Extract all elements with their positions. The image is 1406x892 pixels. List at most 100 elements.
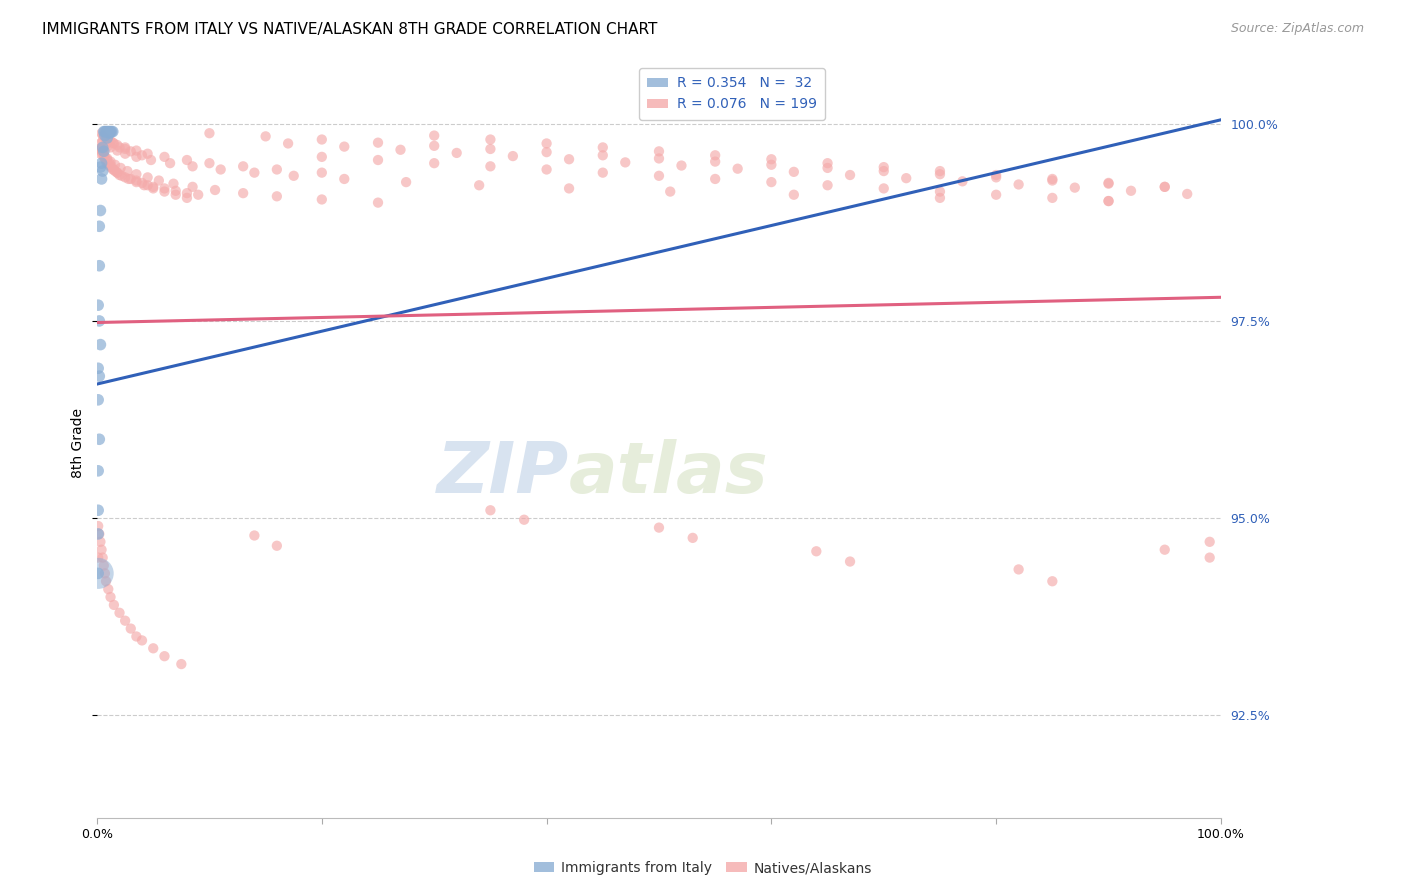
Point	[114, 140, 136, 154]
Point	[91, 140, 114, 154]
Point	[1198, 550, 1220, 565]
Point	[94, 574, 117, 589]
Point	[93, 150, 115, 164]
Point	[94, 154, 117, 169]
Text: atlas: atlas	[569, 439, 769, 508]
Point	[367, 195, 389, 210]
Point	[648, 169, 671, 183]
Point	[131, 176, 153, 190]
Point	[423, 128, 446, 143]
Point	[1097, 194, 1119, 208]
Point	[389, 143, 412, 157]
Point	[704, 148, 727, 162]
Point	[929, 167, 952, 181]
Point	[614, 155, 637, 169]
Point	[1040, 173, 1063, 187]
Point	[817, 161, 839, 175]
Point	[513, 513, 536, 527]
Point	[873, 160, 896, 174]
Point	[125, 630, 148, 644]
Point	[1063, 180, 1085, 194]
Point	[93, 128, 115, 143]
Point	[94, 153, 117, 167]
Point	[100, 159, 122, 173]
Point	[536, 136, 558, 151]
Point	[136, 146, 159, 161]
Point	[817, 156, 839, 170]
Point	[125, 167, 148, 181]
Point	[91, 550, 114, 565]
Point	[153, 649, 176, 664]
Point	[266, 162, 288, 177]
Point	[100, 125, 122, 139]
Point	[592, 166, 614, 180]
Point	[89, 160, 111, 174]
Point	[101, 136, 124, 150]
Text: IMMIGRANTS FROM ITALY VS NATIVE/ALASKAN 8TH GRADE CORRELATION CHART: IMMIGRANTS FROM ITALY VS NATIVE/ALASKAN …	[42, 22, 658, 37]
Point	[105, 166, 128, 180]
Point	[91, 164, 114, 178]
Point	[153, 181, 176, 195]
Point	[1175, 186, 1198, 201]
Point	[96, 152, 118, 166]
Point	[104, 164, 127, 178]
Point	[395, 175, 418, 189]
Point	[89, 203, 111, 218]
Point	[93, 146, 115, 161]
Point	[659, 185, 682, 199]
Point	[98, 125, 121, 139]
Point	[839, 555, 862, 569]
Point	[592, 148, 614, 162]
Point	[97, 158, 120, 172]
Point	[94, 125, 117, 139]
Point	[468, 178, 491, 193]
Point	[87, 519, 110, 533]
Point	[103, 162, 125, 177]
Point	[929, 164, 952, 178]
Point	[134, 178, 156, 193]
Point	[114, 146, 136, 161]
Point	[87, 527, 110, 541]
Point	[87, 550, 110, 565]
Point	[103, 598, 125, 612]
Point	[139, 153, 162, 167]
Point	[159, 156, 181, 170]
Point	[97, 582, 120, 596]
Point	[89, 337, 111, 351]
Point	[100, 140, 122, 154]
Point	[100, 134, 122, 148]
Point	[209, 162, 232, 177]
Point	[125, 173, 148, 187]
Point	[153, 185, 176, 199]
Point	[682, 531, 704, 545]
Point	[98, 156, 121, 170]
Point	[165, 184, 187, 198]
Point	[90, 172, 112, 186]
Point	[198, 126, 221, 140]
Point	[952, 174, 974, 188]
Point	[1153, 179, 1175, 194]
Point	[648, 152, 671, 166]
Point	[100, 590, 122, 604]
Point	[114, 142, 136, 156]
Point	[1097, 194, 1119, 208]
Point	[120, 145, 142, 159]
Point	[97, 133, 120, 147]
Point	[536, 145, 558, 160]
Point	[93, 145, 115, 159]
Point	[97, 125, 120, 139]
Point	[153, 150, 176, 164]
Point	[1040, 172, 1063, 186]
Point	[479, 503, 502, 517]
Point	[1153, 542, 1175, 557]
Point	[896, 171, 918, 186]
Point	[243, 528, 266, 542]
Point	[100, 125, 122, 139]
Point	[105, 144, 128, 158]
Legend: R = 0.354   N =  32, R = 0.076   N = 199: R = 0.354 N = 32, R = 0.076 N = 199	[640, 68, 825, 120]
Point	[266, 189, 288, 203]
Point	[266, 539, 288, 553]
Legend: Immigrants from Italy, Natives/Alaskans: Immigrants from Italy, Natives/Alaskans	[529, 855, 877, 880]
Point	[87, 566, 110, 581]
Point	[94, 132, 117, 146]
